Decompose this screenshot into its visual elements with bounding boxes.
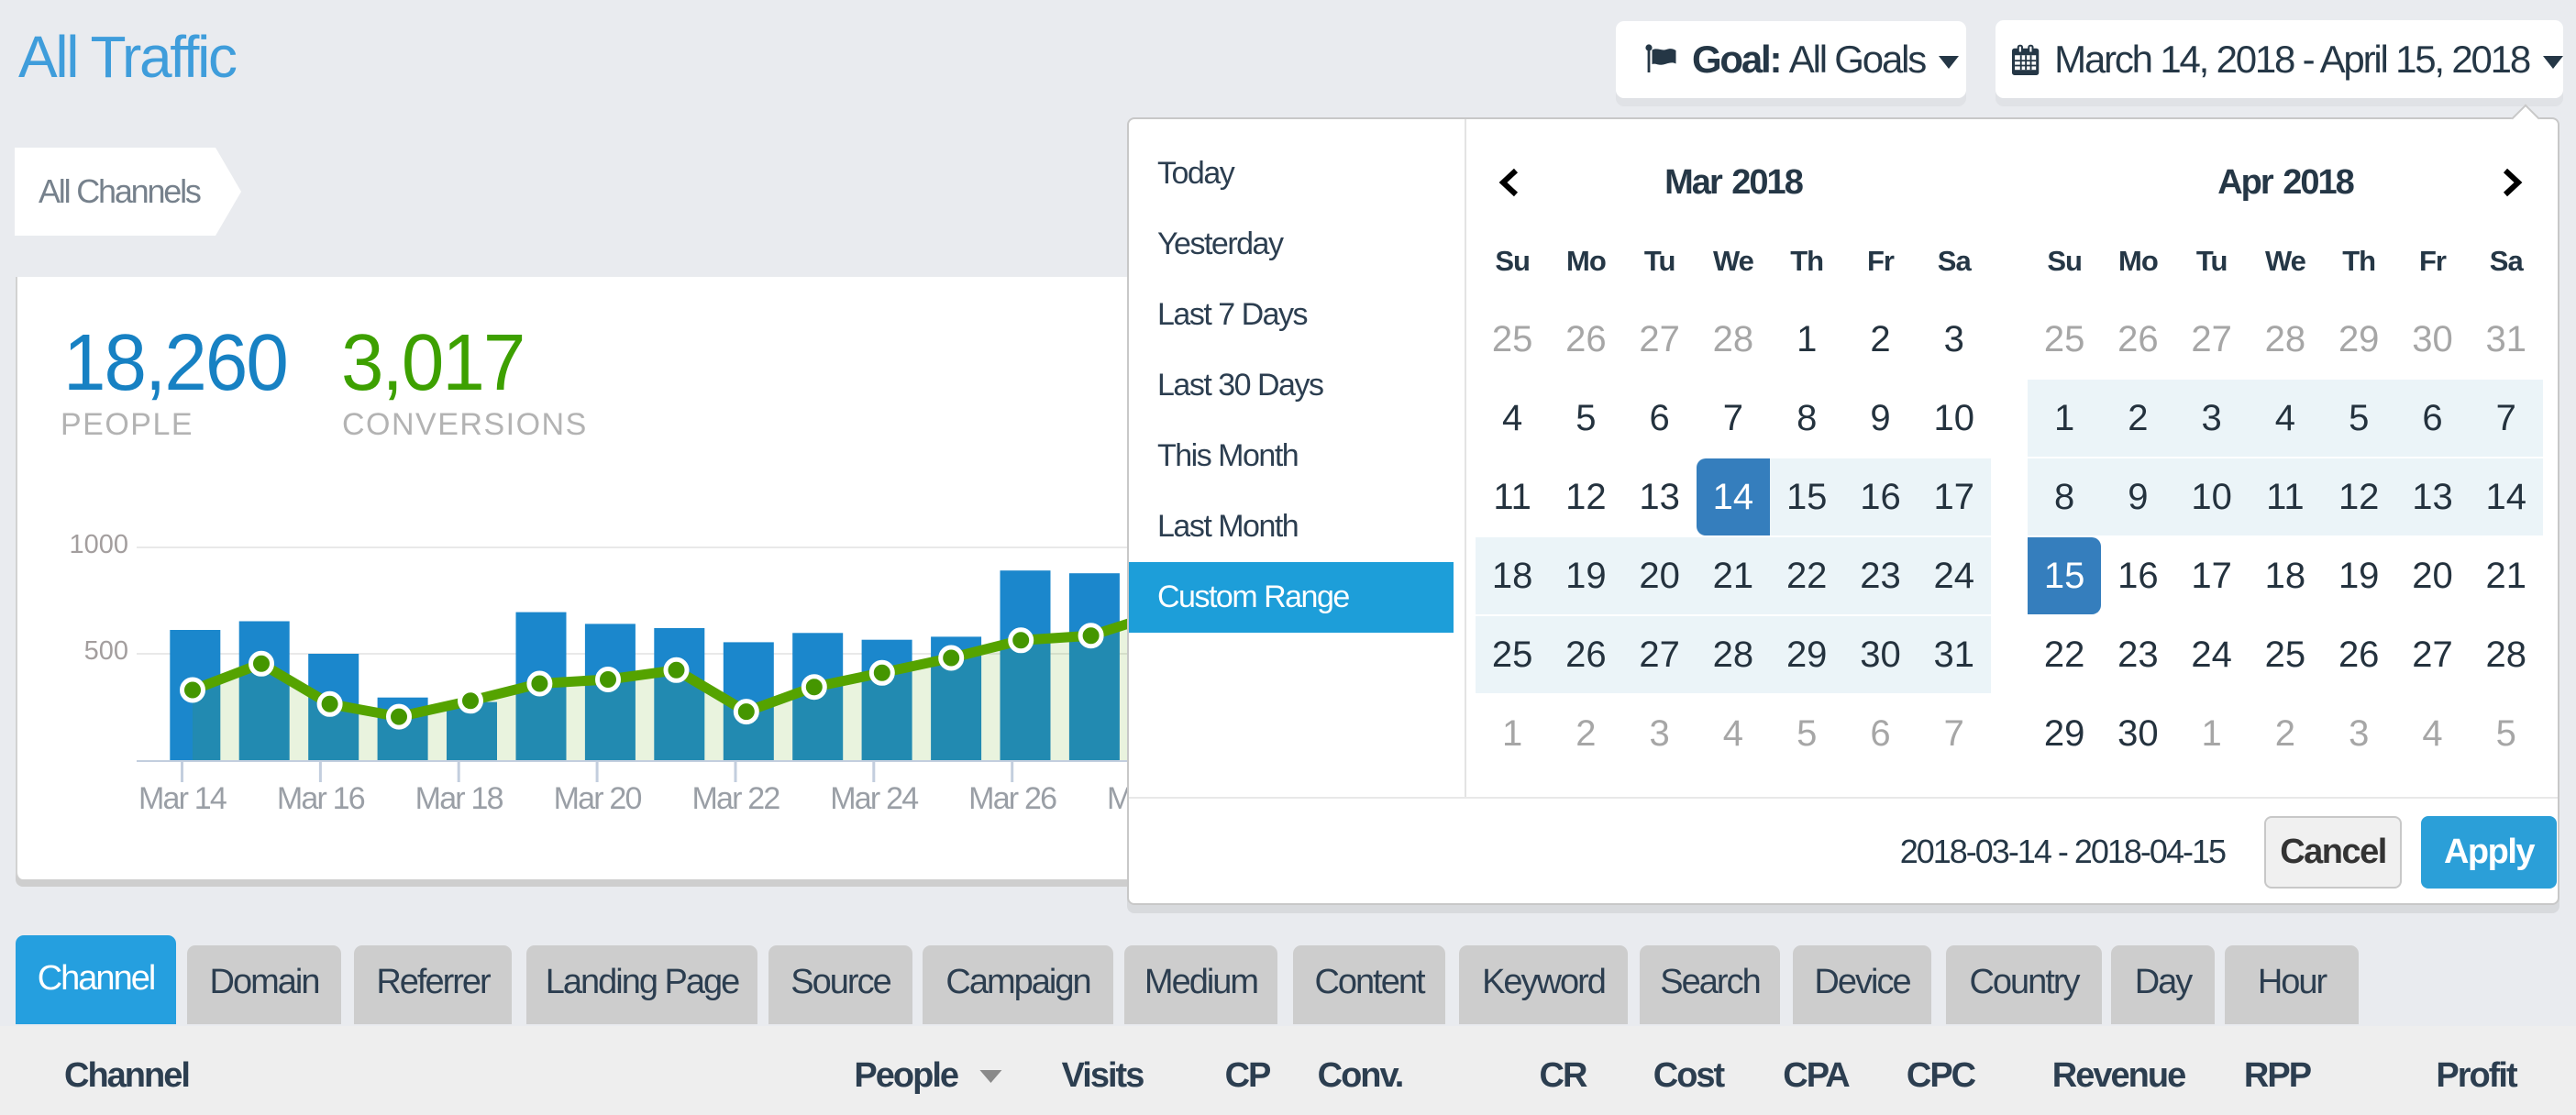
svg-text:500: 500: [84, 636, 128, 666]
svg-text:Mar 20: Mar 20: [554, 781, 642, 816]
svg-text:Mar 16: Mar 16: [277, 781, 365, 816]
svg-text:Mar 18: Mar 18: [415, 781, 503, 816]
svg-text:1000: 1000: [69, 530, 128, 559]
svg-text:Mar 26: Mar 26: [968, 781, 1056, 816]
svg-text:Mar 22: Mar 22: [691, 781, 779, 816]
svg-text:Mar 14: Mar 14: [138, 781, 227, 816]
svg-text:Mar 24: Mar 24: [830, 781, 918, 816]
